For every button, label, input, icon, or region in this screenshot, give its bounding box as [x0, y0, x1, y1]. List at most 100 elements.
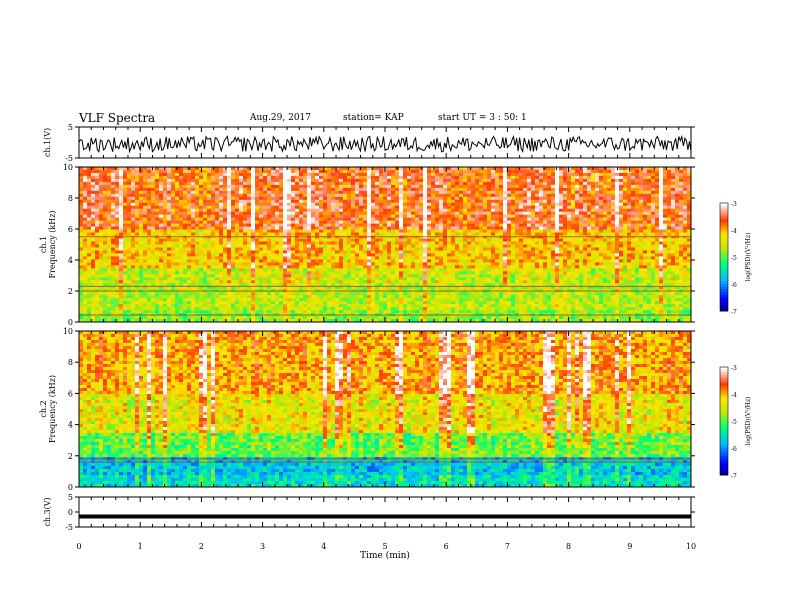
ch1-heat-cell — [223, 193, 228, 198]
ch1-heat-cell — [375, 256, 380, 260]
ch1-heat-cell — [643, 253, 648, 257]
ch1-heat-cell — [487, 187, 492, 192]
ch1-heat-cell — [587, 199, 592, 204]
ch1-heat-cell — [515, 167, 520, 171]
ch1-heat-cell — [199, 238, 204, 242]
ch1-heat-cell — [659, 247, 664, 251]
ch1-heat-cell — [623, 259, 628, 263]
ch1-heat-cell — [263, 187, 268, 192]
ch1-heat-cell — [95, 196, 100, 201]
ch1-heat-cell — [479, 244, 484, 248]
ch1-heat-cell — [255, 226, 260, 230]
ch1-heat-cell — [575, 220, 580, 224]
ch1-heat-cell — [523, 241, 528, 245]
ch1-heat-cell — [199, 247, 204, 251]
ch1-heat-cell — [507, 241, 512, 245]
ch1-heat-cell — [615, 175, 620, 180]
ch1-heat-cell — [223, 178, 228, 183]
ch1-heat-cell — [483, 247, 488, 251]
ch1-heat-cell — [491, 187, 496, 192]
ch1-heat-cell — [159, 193, 164, 198]
ch1-heat-cell — [311, 202, 316, 207]
ch1-heat-cell — [623, 175, 628, 180]
ch1-heat-cell — [159, 184, 164, 189]
ch1-heat-cell — [635, 247, 640, 251]
ch1-heat-cell — [363, 256, 368, 260]
ch1-heat-cell — [495, 199, 500, 204]
ch1-heat-cell — [411, 172, 416, 177]
ch1-heat-cell — [659, 220, 664, 224]
ch1-heat-cell — [119, 169, 124, 174]
ch1-heat-cell — [503, 259, 508, 263]
ch1-heat-cell — [559, 217, 564, 221]
ch1-heat-cell — [619, 241, 624, 245]
ch1-heat-cell — [515, 202, 520, 207]
ch1-heat-cell — [635, 205, 640, 210]
ch1-heat-cell — [495, 253, 500, 257]
ch1-heat-cell — [667, 187, 672, 192]
ch1-heat-cell — [327, 202, 332, 207]
ch1-heat-cell — [675, 205, 680, 210]
ch1-heat-cell — [407, 217, 412, 221]
ch1-heat-cell — [107, 205, 112, 210]
ch1-heat-cell — [483, 259, 488, 263]
ch1-heat-cell — [507, 187, 512, 192]
ch1-heat-cell — [143, 193, 148, 198]
ch1-heat-cell — [515, 247, 520, 251]
ch1-heat-cell — [247, 190, 252, 195]
ch1-heat-cell — [295, 253, 300, 257]
ch1-heat-cell — [623, 190, 628, 195]
ch1-heat-cell — [239, 190, 244, 195]
ch1-heat-cell — [87, 250, 92, 254]
ch1-heat-cell — [515, 211, 520, 215]
ch1-heat-cell — [303, 223, 308, 227]
ch1-heat-cell — [631, 217, 636, 221]
ch1-heat-cell — [523, 208, 528, 213]
ch1-heat-cell — [551, 256, 556, 260]
ch1-heat-cell — [423, 199, 428, 204]
ch1-heat-cell — [135, 167, 140, 171]
ch1-heat-cell — [315, 187, 320, 192]
ch1-heat-cell — [523, 172, 528, 177]
ch1-heat-cell — [287, 220, 292, 224]
ch1-heat-cell — [231, 175, 236, 180]
ch1-heat-cell — [163, 244, 168, 248]
ch1-heat-cell — [275, 181, 280, 186]
ch1-heat-cell — [543, 247, 548, 251]
ch1-heat-cell — [487, 244, 492, 248]
ch1-heat-cell — [415, 193, 420, 198]
ch1-heat-cell — [563, 223, 568, 227]
ch1-heat-cell — [223, 169, 228, 174]
ch1-heat-cell — [435, 262, 440, 266]
ch1-heat-cell — [311, 256, 316, 260]
ch1-heat-cell — [575, 256, 580, 260]
ch1-heat-cell — [399, 211, 404, 215]
ch1-heat-cell — [171, 241, 176, 245]
ch1-heat-cell — [575, 250, 580, 254]
ch1-heat-cell — [391, 262, 396, 266]
ch1-heat-cell — [475, 220, 480, 224]
ch1-heat-cell — [663, 253, 668, 257]
ch1-heat-cell — [187, 187, 192, 192]
ch1-heat-cell — [491, 184, 496, 189]
ch1-heat-cell — [147, 217, 152, 221]
ch1-heat-cell — [619, 244, 624, 248]
ch1-heat-cell — [127, 238, 132, 242]
ch1-heat-cell — [275, 208, 280, 213]
ch1-heat-cell — [335, 211, 340, 215]
ch1-heat-cell — [191, 202, 196, 207]
ch1-heat-cell — [159, 172, 164, 177]
ch1-heat-cell — [159, 187, 164, 192]
ch1-heat-cell — [203, 250, 208, 254]
ch1-heat-cell — [387, 259, 392, 263]
ch1-heat-cell — [603, 184, 608, 189]
ch1-heat-cell — [631, 211, 636, 215]
ch1-heat-cell — [587, 181, 592, 186]
ch1-heat-cell — [315, 167, 320, 171]
ch1-heat-cell — [175, 256, 180, 260]
ch1-heat-cell — [511, 211, 516, 215]
ch1-heat-cell — [275, 172, 280, 177]
ch1-heat-cell — [411, 181, 416, 186]
ch1-heat-cell — [255, 214, 260, 218]
ch1-heat-cell — [471, 241, 476, 245]
